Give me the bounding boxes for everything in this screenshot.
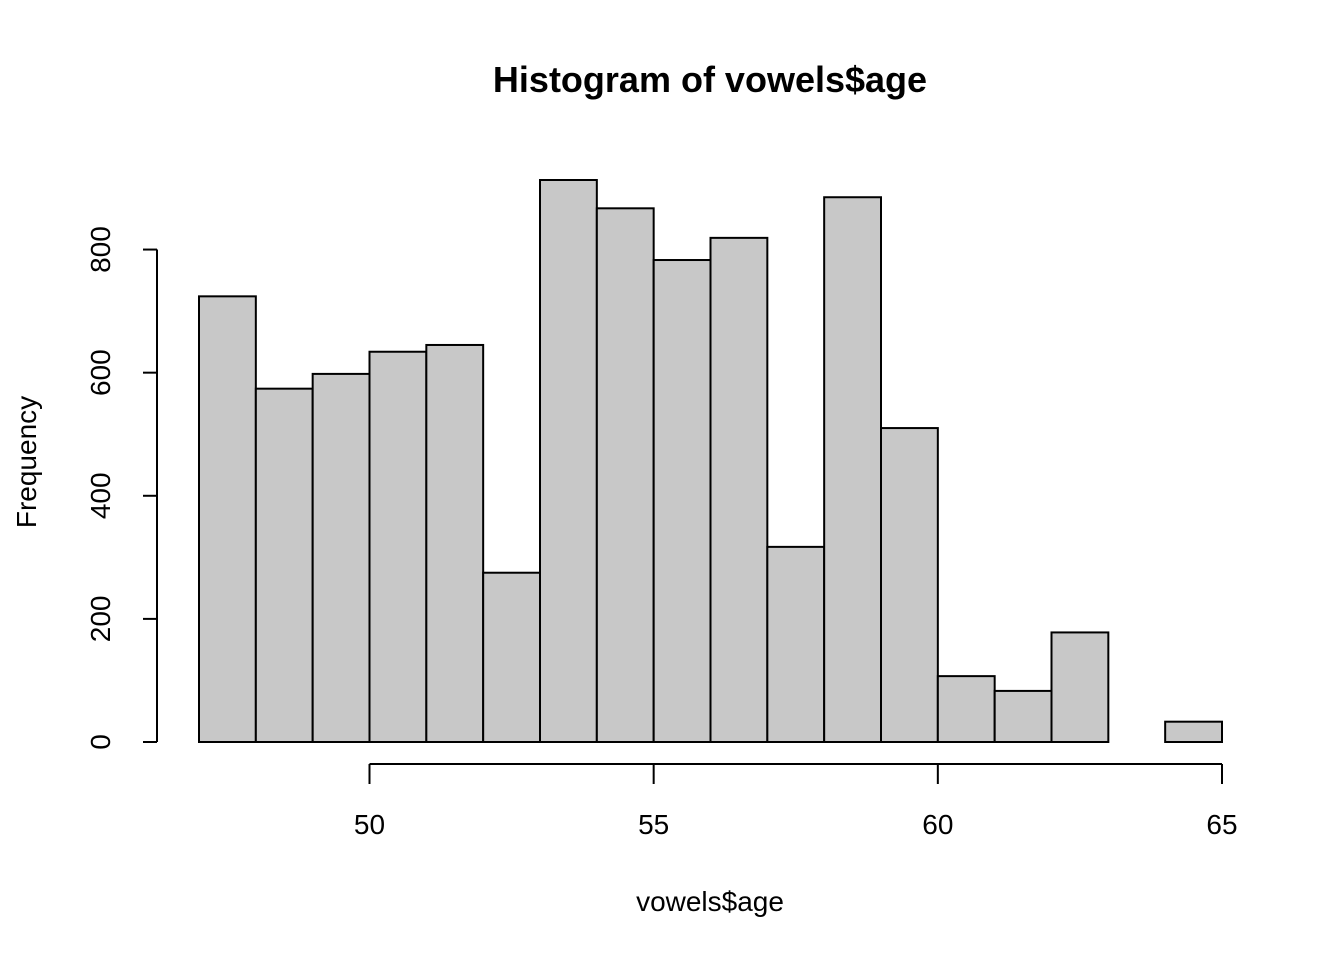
y-tick-label: 0 [85, 734, 116, 750]
histogram-bar [425, 343, 485, 743]
y-tick-label: 800 [85, 226, 116, 273]
histogram-bar [539, 179, 598, 743]
y-tick-label: 600 [85, 349, 116, 396]
histogram-bar [1164, 720, 1223, 744]
y-axis: 0 200 400 600 800 [85, 226, 158, 750]
x-axis: 50 55 60 65 [354, 763, 1238, 840]
x-tick-label: 50 [354, 809, 385, 840]
histogram-bar [482, 571, 541, 744]
x-axis-label: vowels$age [636, 886, 784, 917]
bars-layer [198, 179, 1223, 744]
y-axis-label: Frequency [11, 396, 42, 528]
y-tick-label: 400 [85, 472, 116, 519]
x-tick-label: 65 [1206, 809, 1237, 840]
x-tick-label: 60 [922, 809, 953, 840]
histogram-bar [766, 545, 826, 744]
histogram-bar [254, 387, 314, 743]
chart-title: Histogram of vowels$age [493, 59, 927, 100]
y-tick-label: 200 [85, 596, 116, 643]
histogram-bar [198, 295, 257, 743]
histogram-bar [936, 675, 996, 743]
histogram-bar [1050, 631, 1110, 743]
histogram-bar [709, 236, 769, 743]
histogram-bar [823, 196, 883, 744]
histogram-bar [311, 372, 371, 743]
histogram-bar [880, 427, 939, 743]
histogram-bar [652, 259, 712, 743]
histogram-bar [368, 350, 428, 743]
histogram-bar [993, 689, 1053, 744]
x-tick-label: 55 [638, 809, 669, 840]
histogram-bar [595, 207, 655, 744]
